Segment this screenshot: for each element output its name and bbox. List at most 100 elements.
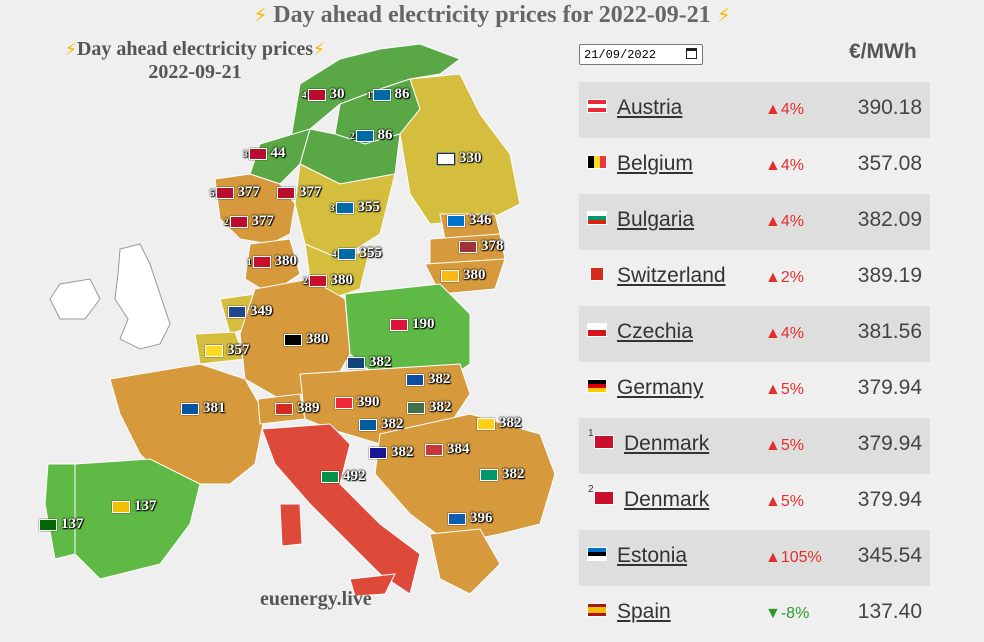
map-label: 377 <box>276 184 322 201</box>
region-sardinia <box>279 503 303 547</box>
table-row: Austria ▲4% 390.18 <box>579 82 930 138</box>
change-value: ▲5% <box>765 381 804 398</box>
flag-icon <box>425 443 443 456</box>
map-label: 346 <box>446 212 492 229</box>
flag-icon <box>284 333 302 346</box>
flag-icon <box>359 418 377 431</box>
map-label: 137 <box>38 516 84 533</box>
map-label: 492 <box>320 468 366 485</box>
map-label: 382 <box>476 415 522 432</box>
flag-icon <box>321 470 339 483</box>
price-value: 379.94 <box>857 432 922 455</box>
flag-icon <box>252 255 271 268</box>
region-france <box>109 363 266 485</box>
table-row: Spain ▼-8% 137.40 <box>579 586 930 642</box>
country-link[interactable]: Austria <box>617 96 683 119</box>
map-label: 380 <box>440 267 486 284</box>
country-link[interactable]: Switzerland <box>617 264 726 287</box>
flag-icon <box>355 129 374 142</box>
flag-icon <box>337 247 356 260</box>
flag-icon <box>372 88 391 101</box>
country-link[interactable]: Germany <box>617 376 704 399</box>
flag-icon <box>407 401 425 414</box>
flag-icon <box>390 318 408 331</box>
unit-header: €/MWh <box>849 40 917 63</box>
flag-icon <box>112 500 130 513</box>
flag-icon <box>181 402 199 415</box>
flag-icon <box>587 603 607 617</box>
region-lithuania <box>424 258 506 295</box>
flag-icon <box>587 211 607 225</box>
table-row: 1 Denmark ▲5% 379.94 <box>579 418 930 474</box>
map-label: 382 <box>479 466 525 483</box>
flag-icon <box>275 402 293 415</box>
country-link[interactable]: Estonia <box>617 544 688 567</box>
price-value: 381.56 <box>857 320 922 343</box>
date-picker[interactable]: 21/09/2022 <box>579 44 703 65</box>
lightning-icon: ⚡ <box>65 40 77 60</box>
price-value: 382.09 <box>857 208 922 231</box>
region-number: 1 <box>588 428 594 439</box>
map-label: 378 <box>458 238 504 255</box>
map-label: 190 <box>389 316 435 333</box>
map-label: 382 <box>358 416 404 433</box>
country-link[interactable]: Bulgaria <box>617 208 695 231</box>
map-label: 137 <box>111 498 157 515</box>
flag-icon <box>441 269 459 282</box>
flag-icon <box>480 468 498 481</box>
flag-icon <box>587 547 607 561</box>
lightning-icon: ⚡ <box>253 3 268 27</box>
map-label: 3 355 <box>330 199 380 215</box>
flag-icon <box>277 186 295 199</box>
map-label: 2 86 <box>350 127 393 143</box>
price-value: 389.19 <box>857 264 922 287</box>
region-balkans <box>374 413 556 545</box>
price-value: 137.40 <box>857 600 922 623</box>
change-value: ▲4% <box>765 325 804 342</box>
flag-icon <box>587 323 607 337</box>
region-spain <box>74 458 201 580</box>
map-label: 1 380 <box>247 253 297 269</box>
flag-icon <box>215 186 234 199</box>
price-value: 345.54 <box>857 544 922 567</box>
map-label: 4 355 <box>332 245 382 261</box>
lightning-icon: ⚡ <box>313 40 325 60</box>
change-value: ▼-8% <box>765 605 810 622</box>
map-label: 3 44 <box>243 145 286 161</box>
flag-icon <box>437 152 455 165</box>
map-label: 1 86 <box>367 86 410 102</box>
country-link[interactable]: Spain <box>617 600 671 623</box>
map-label: 381 <box>180 400 226 417</box>
map-label: 4 30 <box>302 86 345 102</box>
table-row: Germany ▲5% 379.94 <box>579 362 930 418</box>
region-italy <box>261 423 421 595</box>
map-label: 5 377 <box>210 184 260 200</box>
country-link[interactable]: Belgium <box>617 152 693 175</box>
flag-icon <box>335 201 354 214</box>
flag-icon <box>477 417 495 430</box>
calendar-icon[interactable] <box>686 48 697 59</box>
region-norway-mid <box>249 128 311 185</box>
flag-icon <box>347 356 365 369</box>
country-link[interactable]: Denmark <box>624 432 710 455</box>
price-value: 390.18 <box>857 96 922 119</box>
region-greece <box>429 528 501 595</box>
flag-icon <box>587 99 607 113</box>
table-row: Czechia ▲4% 381.56 <box>579 306 930 362</box>
flag-icon <box>587 155 607 169</box>
country-link[interactable]: Denmark <box>624 488 710 511</box>
page-title-text: Day ahead electricity prices for 2022-09… <box>273 2 711 28</box>
price-map: ⚡Day ahead electricity prices⚡ 2022-09-2… <box>0 34 570 632</box>
region-portugal <box>44 463 76 560</box>
change-value: ▲5% <box>765 493 804 510</box>
table-row: Bulgaria ▲4% 382.09 <box>579 194 930 250</box>
price-table: Austria ▲4% 390.18 Belgium ▲4% 357.08 Bu… <box>579 82 930 642</box>
country-link[interactable]: Czechia <box>617 320 693 343</box>
flag-icon <box>229 215 248 228</box>
flag-icon <box>459 240 477 253</box>
region-finland <box>399 73 521 225</box>
map-label: 382 <box>368 444 414 461</box>
map-label: 389 <box>274 400 320 417</box>
flag-icon <box>406 373 424 386</box>
change-value: ▲105% <box>765 549 822 566</box>
